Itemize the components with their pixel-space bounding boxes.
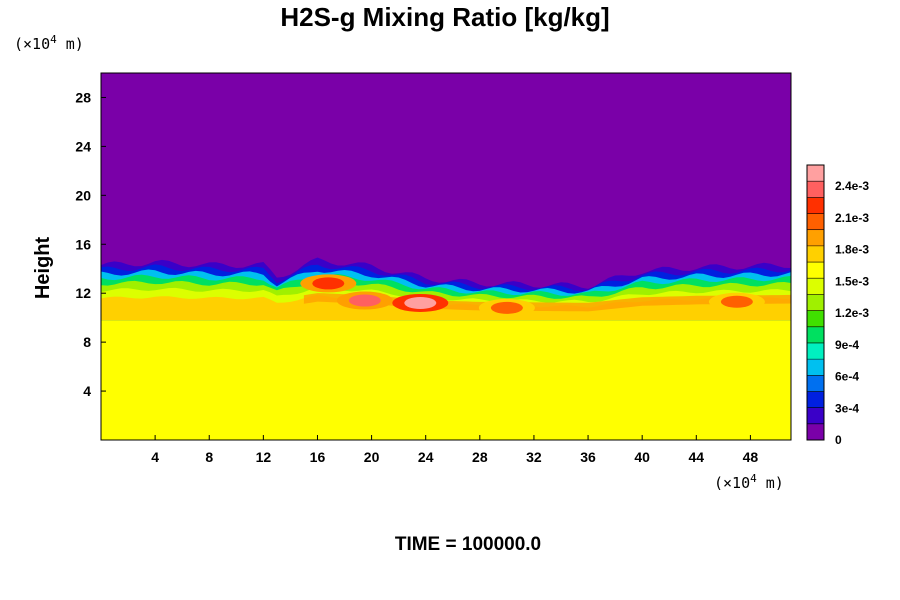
colorbar-tick-label: 1.8e-3 — [835, 243, 869, 257]
y-tick-label: 12 — [75, 285, 91, 301]
colorbar-tick-label: 1.5e-3 — [835, 274, 869, 288]
colorbar-frame — [806, 164, 825, 441]
colorbar-ticks: 0 3e-4 6e-4 9e-4 1.2e-3 1.5e-3 1.8e-3 2.1e-3 2.4… — [835, 179, 869, 447]
y-axis-ticks: 4 8 12 16 20 24 28 — [75, 89, 106, 399]
colorbar-tick-label: 9e-4 — [835, 338, 859, 352]
y-tick-label: 4 — [83, 383, 91, 399]
plot-area — [100, 72, 792, 441]
colorbar-swatch — [807, 213, 824, 231]
colorbar-swatch — [807, 359, 824, 376]
x-tick-label: 16 — [310, 449, 326, 465]
hotspot-core — [348, 294, 381, 307]
x-tick-label: 32 — [526, 449, 542, 465]
colorbar-tick-label: 2.4e-3 — [835, 179, 869, 193]
colorbar-swatch — [807, 423, 824, 441]
colorbar-swatch — [807, 407, 824, 425]
hotspot-core — [720, 295, 753, 308]
x-unit-exponent: 4 — [750, 472, 757, 485]
colorbar-swatch — [807, 245, 824, 263]
colorbar-swatch — [807, 326, 824, 344]
colorbar-tick-label: 3e-4 — [835, 401, 859, 415]
y-unit-suffix: m) — [57, 35, 84, 53]
x-tick-label: 4 — [151, 449, 159, 465]
hotspot-core — [312, 277, 345, 290]
colorbar-swatch — [807, 165, 824, 182]
y-unit-label: (×104 m) — [14, 33, 84, 53]
colorbar-tick-label: 2.1e-3 — [835, 211, 869, 225]
x-tick-label: 48 — [743, 449, 759, 465]
mixing-ratio-field — [101, 257, 791, 440]
x-unit-prefix: (×10 — [714, 474, 750, 492]
y-unit-prefix: (×10 — [14, 35, 50, 53]
lower-layer — [101, 320, 791, 440]
x-unit-label: (×104 m) — [714, 472, 784, 492]
plot-frame — [100, 72, 792, 441]
colorbar — [806, 164, 825, 441]
x-unit-suffix: m) — [757, 474, 784, 492]
colorbar-swatch — [807, 278, 824, 295]
y-axis-label: Height — [32, 237, 54, 300]
colorbar-swatch — [807, 229, 824, 247]
x-tick-label: 8 — [205, 449, 213, 465]
y-tick-label: 28 — [75, 89, 91, 105]
colorbar-swatch — [807, 310, 824, 328]
colorbar-tick-label: 0 — [835, 433, 842, 447]
chart-title: H2S-g Mixing Ratio [kg/kg] — [280, 2, 609, 32]
x-tick-label: 44 — [689, 449, 705, 465]
colorbar-tick-label: 6e-4 — [835, 370, 859, 384]
colorbar-swatch — [807, 375, 824, 392]
hotspot-core — [490, 301, 523, 314]
x-tick-label: 24 — [418, 449, 434, 465]
y-tick-label: 8 — [83, 334, 91, 350]
colorbar-swatch — [807, 294, 824, 311]
x-tick-label: 40 — [634, 449, 650, 465]
y-unit-exponent: 4 — [50, 33, 57, 46]
colorbar-tick-label: 1.2e-3 — [835, 306, 869, 320]
time-label: TIME = 100000.0 — [395, 534, 541, 555]
colorbar-swatch — [807, 197, 824, 214]
hotspot-core — [404, 296, 437, 309]
x-axis-ticks: 4 8 12 16 20 24 28 32 36 40 44 48 — [151, 435, 758, 465]
y-tick-label: 24 — [75, 138, 91, 154]
colorbar-swatch — [807, 181, 824, 198]
x-tick-label: 28 — [472, 449, 488, 465]
x-tick-label: 36 — [580, 449, 596, 465]
field-band — [101, 306, 791, 321]
y-tick-label: 20 — [75, 187, 91, 203]
colorbar-swatch — [807, 391, 824, 409]
x-tick-label: 20 — [364, 449, 380, 465]
colorbar-swatch — [807, 342, 824, 360]
x-tick-label: 12 — [256, 449, 272, 465]
colorbar-swatch — [807, 262, 824, 279]
y-tick-label: 16 — [75, 236, 91, 252]
